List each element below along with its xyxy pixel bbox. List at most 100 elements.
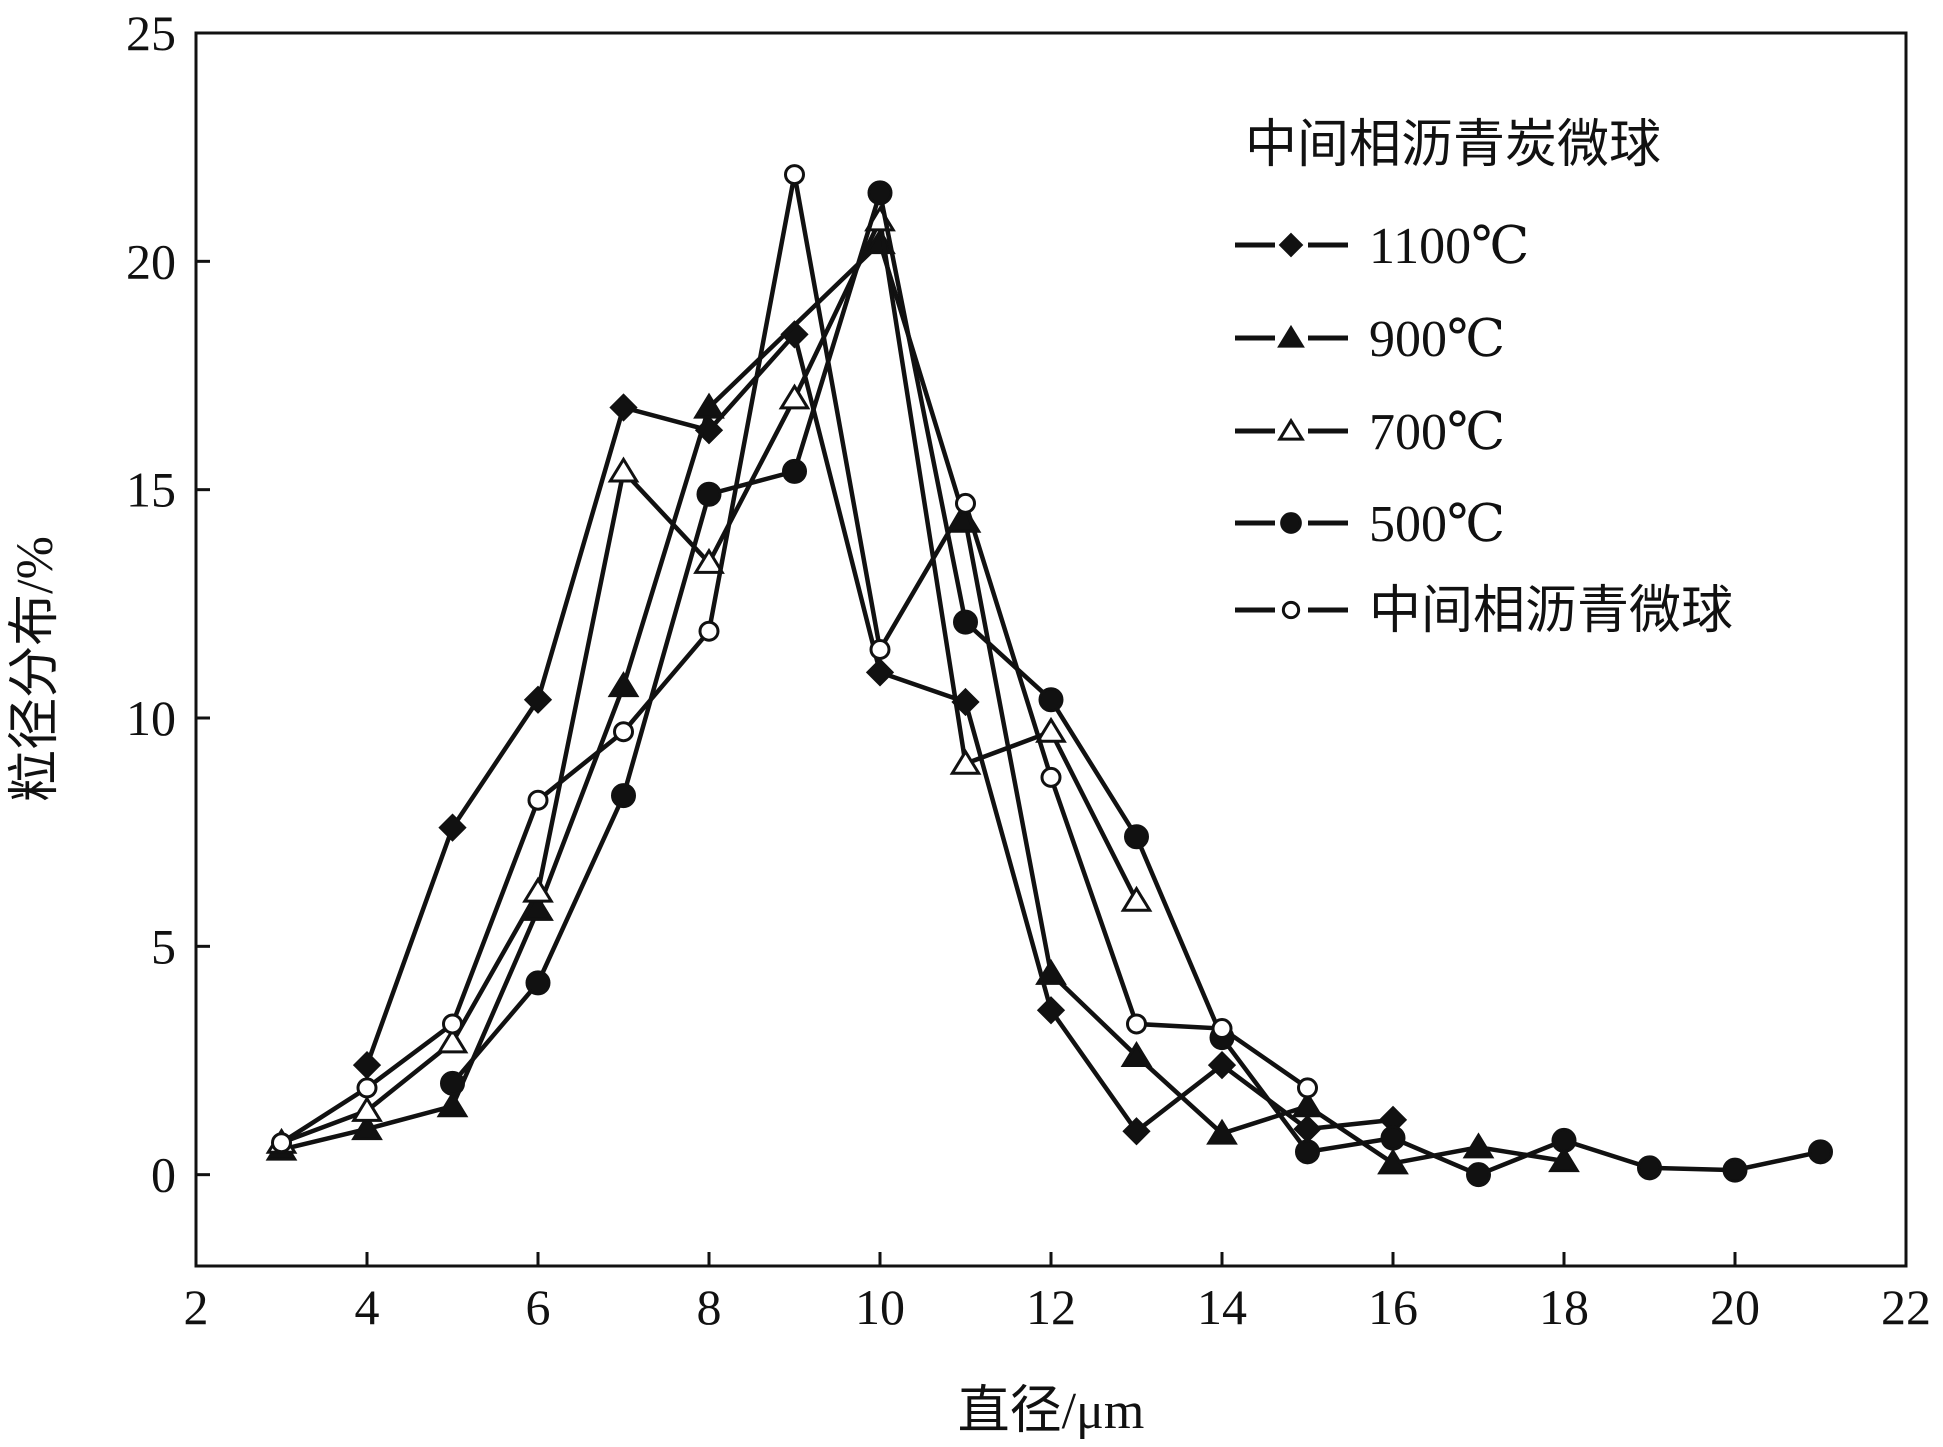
series-line [280, 212, 1139, 1145]
triangle-marker [607, 671, 640, 698]
legend-entry-3: 500℃ [1235, 496, 1505, 553]
y-tick-label: 15 [126, 462, 176, 518]
legend-label: 700℃ [1369, 404, 1505, 461]
legend-entry-4: 中间相沥青微球 [1235, 583, 1733, 640]
x-tick-label: 14 [1197, 1279, 1247, 1335]
x-tick-label: 12 [1026, 1279, 1076, 1335]
series-1 [265, 228, 1580, 1175]
diamond-marker [1122, 1117, 1151, 1146]
legend-entry-2: 700℃ [1235, 404, 1505, 461]
circle-marker [782, 458, 807, 484]
triangle-marker [1120, 1041, 1153, 1068]
x-tick-label: 4 [355, 1279, 380, 1335]
x-tick-label: 22 [1881, 1279, 1931, 1335]
circle-marker [869, 639, 891, 660]
circle-marker [1295, 1139, 1320, 1165]
circle-marker [613, 721, 634, 743]
x-tick-label: 2 [184, 1279, 209, 1335]
x-tick-label: 16 [1368, 1279, 1418, 1335]
circle-marker [1297, 1077, 1318, 1099]
circle-marker [698, 620, 720, 642]
series-line [280, 174, 1309, 1145]
circle-marker [1126, 1013, 1147, 1035]
series-line [364, 329, 1394, 1135]
circle-marker [1466, 1162, 1491, 1188]
circle-marker [696, 481, 722, 507]
circle-marker [1038, 687, 1064, 713]
x-tick-label: 20 [1710, 1279, 1760, 1335]
circle-marker [1722, 1157, 1748, 1183]
diamond-marker [438, 813, 467, 842]
triangle-marker [778, 383, 811, 410]
triangle-marker [1206, 1118, 1238, 1145]
legend-label: 500℃ [1369, 496, 1505, 553]
triangle-marker [949, 748, 982, 775]
series-3 [440, 180, 1833, 1188]
triangle-marker [1377, 1148, 1409, 1175]
legend-entry-0: 1100℃ [1235, 218, 1529, 275]
series-0 [352, 320, 1408, 1146]
diamond-marker [1207, 1050, 1237, 1080]
circle-marker [440, 1070, 465, 1096]
circle-marker [784, 164, 805, 186]
triangle-marker [607, 456, 640, 483]
triangle-marker [1291, 1091, 1324, 1118]
triangle-marker [436, 1091, 469, 1118]
y-tick-label: 25 [126, 5, 176, 61]
triangle-marker [1462, 1132, 1495, 1159]
legend-label: 1100℃ [1369, 218, 1529, 275]
diamond-marker [1278, 232, 1304, 258]
circle-marker [955, 492, 976, 514]
circle-marker [1124, 824, 1149, 850]
legend-label: 900℃ [1369, 311, 1505, 368]
circle-marker [1637, 1155, 1662, 1181]
circle-marker [1380, 1125, 1406, 1151]
series-2 [265, 205, 1153, 1154]
circle-marker [356, 1077, 378, 1099]
x-axis-label: 直径/μm [958, 1383, 1145, 1440]
y-tick-label: 20 [126, 233, 176, 289]
y-tick-label: 0 [151, 1147, 176, 1203]
diamond-marker [352, 1050, 382, 1080]
triangle-marker [693, 547, 725, 574]
circle-marker [1040, 766, 1062, 788]
diamond-marker [951, 687, 980, 717]
legend-label: 中间相沥青微球 [1369, 583, 1733, 640]
series-line [280, 238, 1565, 1166]
legend-entry-1: 900℃ [1235, 311, 1505, 368]
circle-marker [1280, 512, 1302, 534]
legend-title: 中间相沥青炭微球 [1245, 117, 1661, 174]
circle-marker [953, 609, 978, 635]
triangle-marker [1277, 417, 1305, 441]
x-tick-label: 8 [697, 1279, 722, 1335]
x-tick-label: 6 [526, 1279, 551, 1335]
triangle-marker [522, 894, 554, 921]
triangle-marker [1120, 885, 1153, 912]
series-4 [271, 164, 1318, 1154]
circle-marker [525, 970, 551, 996]
triangle-marker [351, 1095, 383, 1122]
triangle-marker [1035, 716, 1067, 743]
circle-marker [1281, 600, 1301, 620]
triangle-marker [1277, 324, 1305, 348]
triangle-marker [864, 228, 896, 255]
circle-marker [442, 1013, 463, 1035]
triangle-marker [522, 876, 554, 903]
x-tick-label: 10 [855, 1279, 905, 1335]
diamond-marker [1036, 996, 1066, 1025]
circle-marker [527, 789, 549, 811]
circle-marker [611, 783, 636, 809]
diamond-marker [609, 393, 638, 422]
triangle-marker [693, 392, 725, 419]
triangle-marker [1548, 1146, 1580, 1173]
triangle-marker [436, 1027, 469, 1054]
y-axis-label: 粒径分布/% [7, 536, 64, 802]
x-tick-label: 18 [1539, 1279, 1589, 1335]
triangle-marker [1035, 958, 1067, 985]
diamond-marker [865, 658, 895, 687]
diamond-marker [523, 685, 553, 714]
circle-marker [1551, 1127, 1577, 1153]
y-tick-label: 10 [126, 690, 176, 746]
circle-marker [1211, 1018, 1233, 1040]
